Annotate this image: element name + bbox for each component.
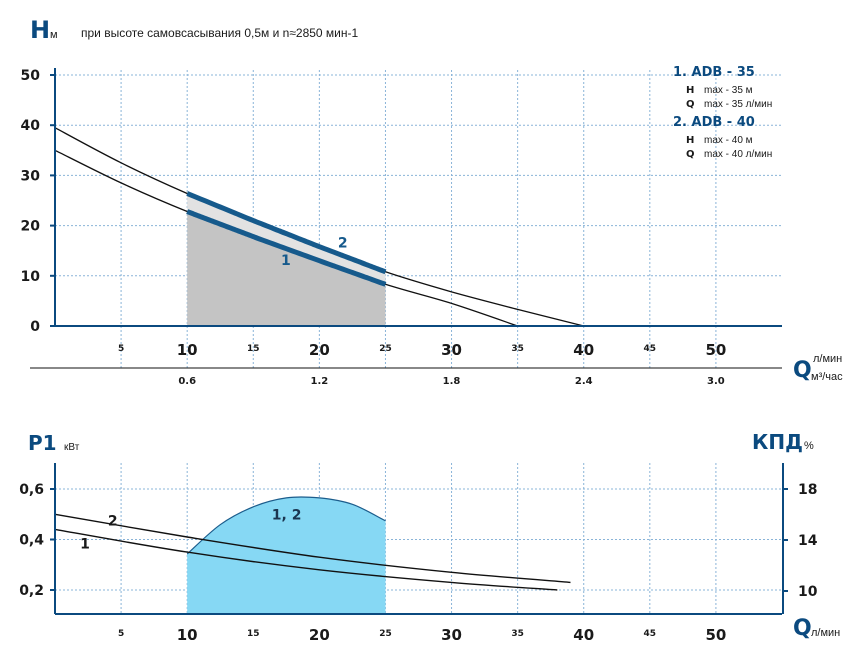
h-axis-symbol: H: [30, 16, 50, 44]
operating-segment-2: [186, 191, 387, 275]
y-tick-label: 30: [21, 168, 41, 184]
tick-labels: 0,2 0,4 0,6 10 14 18 10 20 30 40 50 5 15 25 35 45: [19, 482, 818, 644]
efficiency-curve: [186, 496, 386, 555]
x-tick-label-major: 20: [309, 341, 330, 359]
q-axis-unit-lmin: л/мин: [813, 353, 842, 365]
legend-title-2: 2. ADB - 40: [673, 115, 755, 130]
y-tick-label: 10: [21, 269, 41, 285]
x-tick-label-minor: 25: [379, 629, 392, 639]
y-tick-label: 50: [21, 68, 41, 84]
p1-tick-label: 0,4: [19, 533, 44, 549]
legend-2-h-key: H: [686, 135, 694, 146]
legend-2-q-key: Q: [686, 149, 695, 160]
grid: [55, 463, 782, 614]
tick-labels: 0 10 20 30 40 50 10 20 30 40 50 5 15 25 35 45 0.6 1.2 1.8 2…: [21, 68, 727, 387]
q-axis-unit-bottom: л/мин: [811, 627, 840, 639]
legend-2-h-text: max - 40 м: [704, 135, 753, 146]
head-curves: 12: [54, 127, 584, 327]
q-axis-symbol-bottom: Q: [793, 616, 812, 641]
x-tick-label-major: 10: [177, 626, 198, 644]
axes: [30, 68, 782, 369]
legend-title-1: 1. ADB - 35: [673, 65, 755, 80]
curve-label-2: 2: [338, 236, 348, 252]
power-curve-2: [54, 513, 571, 584]
x-tick-label-major: 50: [705, 341, 726, 359]
x-tick-label-major: 40: [573, 341, 594, 359]
efficiency-axis-unit: %: [804, 440, 814, 452]
m3h-tick-label: 1.2: [311, 376, 329, 387]
q-axis-unit-m3h: м³/час: [811, 371, 843, 383]
legend: 1. ADB - 35 H max - 35 м Q max - 35 л/ми…: [673, 65, 772, 160]
p1-tick-label: 0,6: [19, 482, 44, 498]
efficiency-label: 1, 2: [272, 508, 302, 524]
h-axis-unit: м: [50, 29, 58, 41]
p1-axis-unit: кВт: [64, 442, 80, 453]
m3h-tick-label: 3.0: [707, 376, 725, 387]
grid: [55, 70, 782, 370]
power-curve-label-1: 1: [80, 536, 90, 552]
x-tick-label-major: 50: [705, 626, 726, 644]
x-tick-label-major: 20: [309, 626, 330, 644]
x-tick-label-minor: 15: [247, 344, 260, 354]
x-tick-label-minor: 15: [247, 629, 260, 639]
legend-1-q-text: max - 35 л/мин: [704, 99, 772, 110]
p1-axis-symbol: P1: [28, 431, 57, 455]
x-tick-label-major: 30: [441, 341, 462, 359]
x-tick-label-minor: 25: [379, 344, 392, 354]
m3h-tick-label: 0.6: [178, 376, 196, 387]
x-tick-label-minor: 45: [644, 344, 657, 354]
curve-label-1: 1: [281, 253, 291, 269]
m3h-tick-label: 1.8: [443, 376, 461, 387]
operating-segment-1: [186, 209, 387, 287]
q-axis-symbol: Q: [793, 358, 812, 383]
efficiency-tick-label: 10: [798, 584, 818, 600]
x-tick-label-major: 40: [573, 626, 594, 644]
operating-range-fill: [187, 211, 386, 326]
y-tick-label: 0: [30, 319, 40, 335]
efficiency-area: [187, 496, 386, 614]
x-tick-label-major: 30: [441, 626, 462, 644]
x-tick-label-minor: 35: [511, 344, 524, 354]
power-efficiency-chart: 1 2 1, 2 0,2 0,4 0,6 10 14 18 10 20 30 40 50 5 15 25 35 4…: [19, 430, 840, 644]
axes: [50, 463, 788, 615]
x-tick-label-minor: 45: [644, 629, 657, 639]
legend-1-h-text: max - 35 м: [704, 85, 753, 96]
power-curve-label-2: 2: [108, 514, 118, 530]
y-tick-label: 40: [21, 118, 41, 134]
m3h-tick-label: 2.4: [575, 376, 593, 387]
condition-note: при высоте самовсасывания 0,5м и n≈2850 …: [81, 26, 359, 40]
legend-1-q-key: Q: [686, 99, 695, 110]
power-curve-1: [54, 528, 558, 591]
x-tick-label-minor: 35: [511, 629, 524, 639]
efficiency-tick-label: 14: [798, 533, 818, 549]
legend-1-h-key: H: [686, 85, 694, 96]
p1-tick-label: 0,2: [19, 583, 44, 599]
x-tick-label-major: 10: [177, 341, 198, 359]
x-tick-label-minor: 5: [118, 344, 124, 354]
power-curves: 1 2 1, 2: [54, 496, 571, 591]
y-tick-label: 20: [21, 219, 41, 235]
efficiency-axis-symbol: КПД: [752, 430, 803, 454]
efficiency-tick-label: 18: [798, 482, 817, 498]
legend-2-q-text: max - 40 л/мин: [704, 149, 772, 160]
x-tick-label-minor: 5: [118, 629, 124, 639]
